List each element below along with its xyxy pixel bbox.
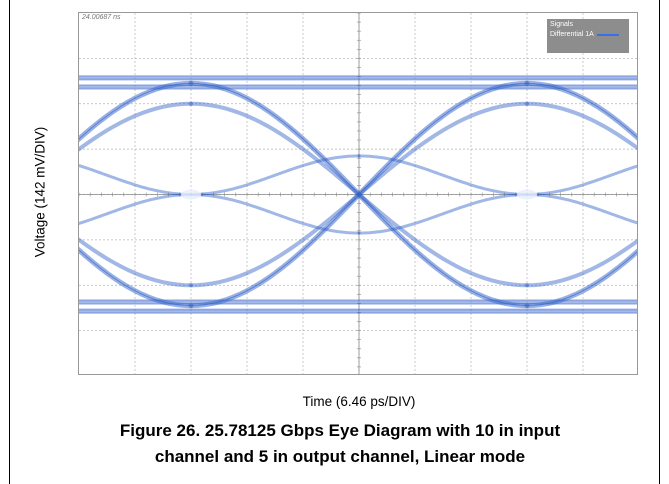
caption-line-1: Figure 26. 25.78125 Gbps Eye Diagram wit… [119, 421, 561, 440]
eye-inner-upper [189, 154, 361, 196]
left-border [9, 0, 10, 484]
legend-title: Signals [550, 21, 573, 28]
figure-caption: Figure 26. 25.78125 Gbps Eye Diagram wit… [40, 418, 640, 470]
y-axis-label: Voltage (142 mV/DIV) [32, 126, 48, 258]
legend: Signals Differential 1A [547, 19, 629, 53]
eye-crossing-point [517, 189, 537, 200]
eye-transition-inner-rising [525, 238, 637, 288]
eye-transition-inner-rising [79, 101, 193, 152]
eye-diagram-svg [79, 13, 637, 374]
eye-transition-core [79, 82, 192, 140]
x-axis-label: Time (6.46 ps/DIV) [302, 394, 416, 409]
caption-line-2: channel and 5 in output channel, Linear … [154, 447, 526, 466]
eye-inner-lower [79, 193, 193, 225]
eye-inner-lower [357, 193, 529, 235]
legend-entry: Differential 1A [550, 31, 626, 38]
eye-transition-core [190, 82, 528, 307]
eye-inner-upper [525, 164, 637, 196]
eye-inner-upper [79, 164, 193, 196]
legend-entry-label: Differential 1A [550, 31, 594, 38]
eye-diagram-plot: 24.00687 ns Signals Differential 1A [78, 12, 638, 375]
eye-inner-upper [357, 154, 529, 196]
eye-transition-core [526, 251, 637, 307]
legend-swatch [596, 33, 619, 36]
timestamp: 24.00687 ns [82, 14, 121, 21]
eye-inner-lower [189, 193, 361, 235]
eye-transition-inner-falling [525, 101, 637, 151]
eye-transition-inner-falling [79, 237, 193, 288]
right-border [659, 0, 660, 484]
eye-transition-core [526, 82, 637, 138]
eye-transition-core [79, 249, 192, 307]
eye-inner-lower [525, 193, 637, 225]
eye-crossing-point [181, 189, 201, 200]
